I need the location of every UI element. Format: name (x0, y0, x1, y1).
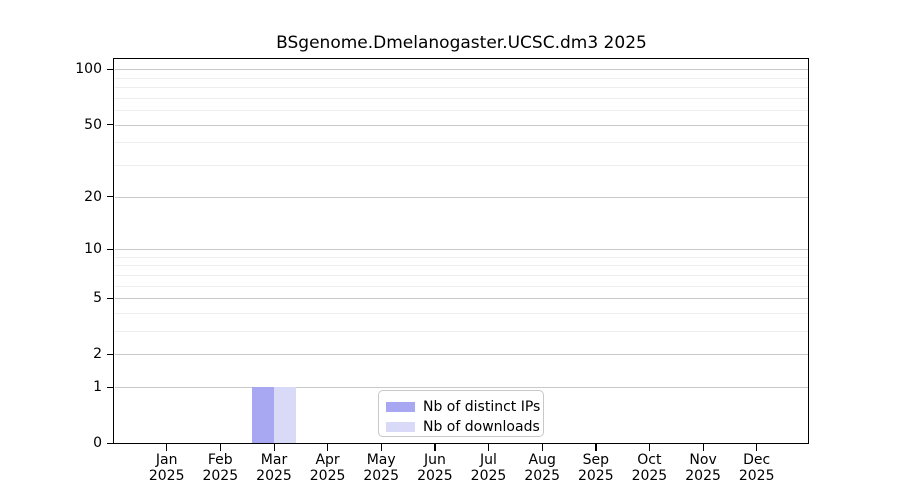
y-tick-mark (107, 68, 114, 71)
minor-gridline (115, 265, 809, 267)
x-tick-year: 2025 (738, 468, 775, 484)
x-tick-month: Feb (207, 452, 233, 468)
major-gridline (115, 298, 809, 300)
x-tick-label: Dec 2025 (725, 452, 789, 484)
x-tick-month: Nov (689, 452, 717, 468)
y-tick-label: 1 (93, 379, 102, 396)
x-tick-month: Dec (743, 452, 771, 468)
chart-title: BSgenome.Dmelanogaster.UCSC.dm3 2025 (276, 33, 647, 53)
x-tick-label: Sep 2025 (564, 452, 628, 484)
y-tick-label: 0 (93, 435, 102, 452)
y-tick-label: 10 (84, 241, 102, 257)
x-tick-year: 2025 (685, 468, 721, 484)
x-tick-year: 2025 (417, 468, 453, 484)
x-tick-mark (273, 444, 275, 451)
x-tick-year: 2025 (470, 468, 507, 484)
plot-area-frame (113, 58, 809, 444)
x-tick-month: Jan (155, 452, 178, 468)
legend-swatch-downloads (386, 422, 415, 432)
y-tick-label: 50 (84, 116, 102, 133)
x-tick-month: Jun (423, 452, 446, 468)
x-tick-label: Jun 2025 (403, 452, 467, 484)
x-tick-mark (488, 444, 490, 451)
x-tick-label: May 2025 (349, 452, 413, 484)
x-tick-mark (756, 444, 758, 451)
major-gridline (115, 387, 809, 389)
x-tick-month: Oct (637, 452, 662, 468)
x-tick-month: Mar (260, 452, 288, 468)
major-gridline (115, 196, 809, 198)
x-tick-mark (648, 444, 651, 451)
minor-gridline (115, 312, 809, 314)
y-tick-mark (107, 386, 114, 388)
x-tick-year: 2025 (577, 468, 614, 484)
x-tick-month: Aug (528, 452, 556, 468)
x-tick-month: May (366, 452, 396, 468)
minor-gridline (115, 274, 809, 276)
x-tick-mark (541, 444, 543, 451)
y-tick-label: 5 (93, 290, 102, 307)
minor-gridline (115, 97, 809, 99)
x-tick-label: Oct 2025 (617, 452, 681, 484)
major-gridline (115, 249, 809, 250)
x-tick-label: Jul 2025 (457, 452, 521, 484)
x-tick-label: Feb 2025 (188, 452, 252, 484)
y-tick-mark (107, 353, 114, 356)
x-tick-label: Aug 2025 (510, 452, 574, 484)
x-tick-year: 2025 (148, 468, 185, 484)
y-tick-mark (107, 442, 114, 445)
major-gridline (115, 69, 809, 71)
minor-gridline (115, 331, 809, 332)
legend-label-distinct-ips: Nb of distinct IPs (423, 399, 541, 415)
y-tick-mark (107, 248, 114, 250)
minor-gridline (115, 110, 809, 112)
x-tick-mark (219, 444, 222, 451)
legend-swatch-distinct-ips (386, 402, 415, 412)
x-tick-mark (166, 444, 168, 451)
minor-gridline (115, 285, 809, 287)
legend-item-downloads: Nb of downloads (386, 417, 540, 437)
x-tick-label: Apr 2025 (296, 452, 360, 484)
x-tick-year: 2025 (524, 468, 560, 484)
x-tick-year: 2025 (309, 468, 346, 484)
y-tick-mark (107, 124, 114, 126)
x-tick-mark (327, 444, 329, 451)
legend: Nb of distinct IPs Nb of downloads (378, 390, 544, 437)
x-tick-year: 2025 (631, 468, 668, 484)
y-tick-mark (107, 297, 114, 299)
x-tick-mark (702, 444, 704, 451)
x-tick-label: Nov 2025 (671, 452, 735, 484)
x-tick-year: 2025 (363, 468, 399, 484)
minor-gridline (115, 87, 809, 89)
y-tick-label: 20 (84, 188, 102, 205)
y-tick-mark (107, 196, 114, 198)
bar-mar-nb-of-distinct-ips (252, 387, 274, 444)
major-gridline (115, 354, 809, 356)
x-tick-label: Mar 2025 (242, 452, 306, 484)
x-tick-year: 2025 (256, 468, 292, 484)
minor-gridline (115, 142, 809, 144)
bar-mar-nb-of-downloads (274, 387, 296, 444)
x-tick-month: Apr (315, 452, 340, 468)
legend-label-downloads: Nb of downloads (423, 419, 540, 435)
x-tick-label: Jan 2025 (135, 452, 199, 484)
y-tick-label: 2 (93, 346, 102, 363)
x-tick-year: 2025 (202, 468, 239, 484)
major-gridline (115, 124, 809, 126)
y-tick-label: 100 (75, 61, 102, 78)
legend-item-distinct-ips: Nb of distinct IPs (386, 397, 540, 417)
minor-gridline (115, 165, 809, 166)
x-tick-mark (434, 444, 436, 451)
minor-gridline (115, 256, 809, 258)
x-tick-month: Jul (480, 452, 497, 468)
minor-gridline (115, 77, 809, 79)
x-tick-mark (380, 444, 382, 451)
x-tick-mark (595, 444, 597, 451)
x-tick-month: Sep (582, 452, 609, 468)
